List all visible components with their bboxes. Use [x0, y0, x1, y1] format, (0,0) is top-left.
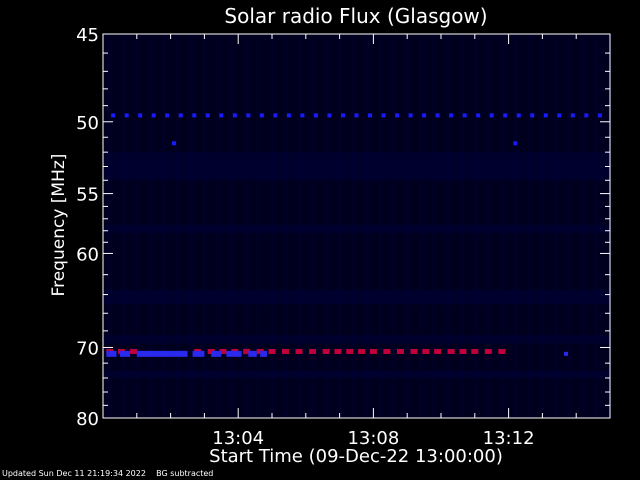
data-point: [396, 348, 404, 354]
data-point: [369, 348, 377, 354]
updated-timestamp: Updated Sun Dec 11 21:19:34 2022: [2, 469, 146, 478]
data-point: [489, 113, 494, 118]
emission-segment: [136, 350, 188, 357]
data-marks: [106, 113, 602, 357]
footer-status: Updated Sun Dec 11 21:19:34 2022 BG subt…: [2, 469, 213, 479]
data-point: [273, 113, 278, 118]
data-point: [513, 141, 518, 146]
x-axis-label: Start Time (09-Dec-22 13:00:00): [209, 446, 503, 467]
emission-segment: [260, 350, 267, 357]
data-point: [327, 113, 332, 118]
emission-segment: [211, 350, 222, 357]
data-point: [498, 348, 506, 354]
data-point: [192, 113, 197, 118]
data-point: [232, 113, 237, 118]
data-point: [129, 348, 137, 354]
data-point: [516, 113, 521, 118]
y-axis-label: Frequency [MHz]: [49, 154, 69, 297]
emission-segment: [226, 350, 242, 357]
y-tick-label: 70: [76, 338, 99, 359]
data-point: [334, 348, 342, 354]
frequency-band: [103, 224, 610, 234]
data-point: [171, 141, 176, 146]
data-point: [410, 348, 418, 354]
data-point: [471, 348, 479, 354]
data-point: [268, 348, 276, 354]
data-point: [530, 113, 535, 118]
data-point: [584, 113, 589, 118]
y-tick-label: 45: [76, 25, 99, 46]
frequency-band: [103, 370, 610, 378]
data-point: [246, 113, 251, 118]
axes-frame: [102, 33, 611, 419]
data-point: [295, 348, 303, 354]
bg-subtracted-note: BG subtracted: [156, 469, 214, 478]
data-point: [383, 348, 391, 354]
y-tick-label: 55: [76, 185, 99, 206]
y-tick-label: 50: [76, 113, 99, 134]
x-tick-label: 13:12: [483, 428, 535, 449]
data-point: [282, 348, 290, 354]
data-point: [422, 348, 430, 354]
data-point: [111, 113, 116, 118]
data-point: [259, 113, 264, 118]
data-point: [570, 113, 575, 118]
data-point: [564, 351, 569, 356]
data-point: [205, 113, 210, 118]
y-tick-label: 60: [76, 244, 99, 265]
plot-axes: 45 50 55 60 70 80 13:04 13:08 13:12: [76, 25, 611, 449]
data-point: [219, 113, 224, 118]
emission-segment: [119, 350, 131, 357]
data-point: [462, 113, 467, 118]
data-point: [543, 113, 548, 118]
data-point: [408, 113, 413, 118]
data-point: [484, 348, 492, 354]
chart-title: Solar radio Flux (Glasgow): [224, 4, 487, 28]
plot-area: [103, 34, 613, 418]
data-point: [434, 348, 442, 354]
data-point: [422, 113, 427, 118]
data-point: [165, 113, 170, 118]
data-point: [354, 113, 359, 118]
data-point: [138, 113, 143, 118]
data-point: [340, 113, 345, 118]
emission-segment: [192, 350, 205, 357]
data-point: [322, 348, 330, 354]
data-point: [368, 113, 373, 118]
data-point: [381, 113, 386, 118]
data-point: [476, 113, 481, 118]
emission-segment: [106, 350, 117, 357]
data-point: [124, 113, 129, 118]
frequency-band: [103, 289, 610, 305]
data-point: [346, 348, 354, 354]
data-point: [358, 348, 366, 354]
frequency-band: [103, 335, 610, 344]
frequency-band: [103, 152, 610, 181]
data-point: [395, 113, 400, 118]
data-point: [597, 113, 602, 118]
x-tick-label: 13:08: [347, 428, 399, 449]
emission-segment: [248, 350, 257, 357]
data-point: [309, 348, 317, 354]
data-point: [151, 113, 156, 118]
data-point: [557, 113, 562, 118]
data-point: [503, 113, 508, 118]
y-tick-label: 80: [76, 409, 99, 430]
data-point: [243, 348, 251, 354]
data-point: [178, 113, 183, 118]
data-point: [286, 113, 291, 118]
data-point: [435, 113, 440, 118]
data-point: [449, 113, 454, 118]
data-point: [313, 113, 318, 118]
data-point: [219, 348, 227, 354]
data-point: [447, 348, 455, 354]
data-point: [300, 113, 305, 118]
x-tick-label: 13:04: [212, 428, 264, 449]
data-point: [459, 348, 467, 354]
